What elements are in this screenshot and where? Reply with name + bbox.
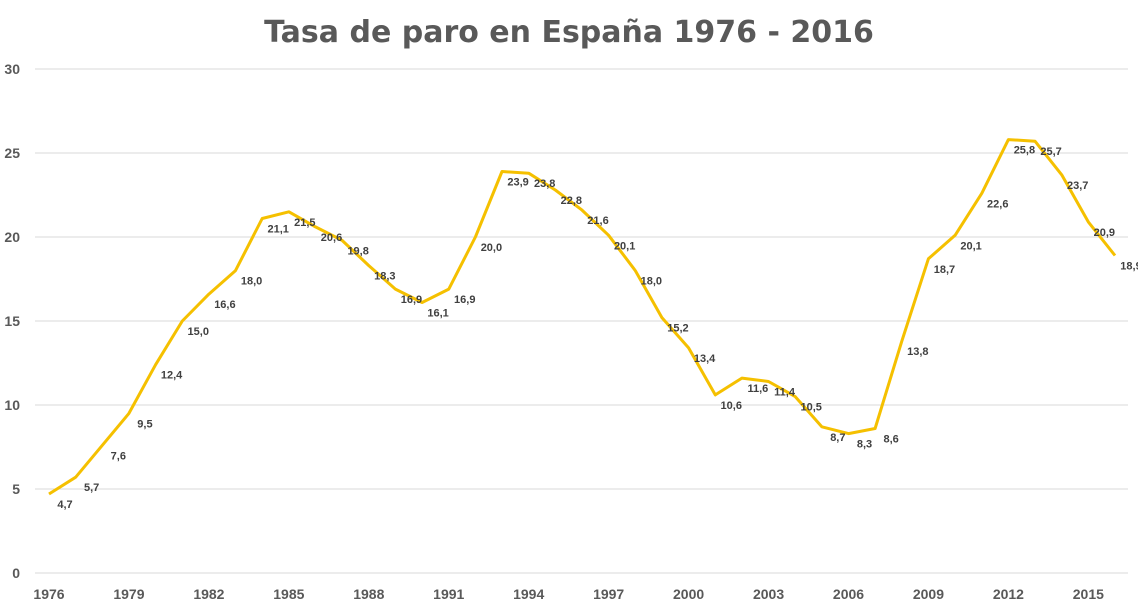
x-tick-label: 2012 — [993, 586, 1024, 602]
y-tick-label: 15 — [4, 313, 20, 329]
data-label: 7,6 — [111, 450, 126, 462]
y-tick-label: 0 — [12, 565, 20, 581]
x-tick-label: 2015 — [1073, 586, 1104, 602]
y-tick-label: 10 — [4, 397, 20, 413]
data-label: 22,6 — [987, 198, 1008, 210]
x-axis: 1976 1979 1982 1985 1988 1991 1994 1997 2000 2003… — [33, 586, 1104, 602]
x-tick-label: 1988 — [353, 586, 384, 602]
data-label: 21,1 — [267, 224, 288, 236]
data-label: 23,7 — [1067, 180, 1088, 192]
x-tick-label: 1994 — [513, 586, 544, 602]
x-tick-label: 1982 — [193, 586, 224, 602]
x-tick-label: 1991 — [433, 586, 464, 602]
data-label: 11,6 — [747, 383, 768, 395]
data-label: 8,7 — [830, 432, 845, 444]
y-tick-label: 20 — [4, 229, 20, 245]
data-label: 13,4 — [694, 353, 716, 365]
x-tick-label: 2003 — [753, 586, 784, 602]
x-tick-label: 1985 — [273, 586, 304, 602]
data-label: 10,5 — [800, 402, 821, 414]
y-axis: 0 5 10 15 20 25 30 — [4, 61, 20, 581]
data-label: 15,2 — [667, 323, 688, 335]
data-label: 11,4 — [774, 386, 796, 398]
gridlines — [35, 68, 1128, 574]
data-label: 5,7 — [84, 482, 99, 494]
data-label: 13,8 — [907, 346, 928, 358]
x-tick-label: 2006 — [833, 586, 864, 602]
data-label: 16,1 — [427, 308, 448, 320]
data-label: 15,0 — [188, 326, 209, 338]
data-label: 18,0 — [641, 276, 662, 288]
data-label: 16,9 — [454, 294, 475, 306]
data-label: 23,9 — [507, 176, 528, 188]
data-label: 8,6 — [884, 434, 899, 446]
data-label: 25,7 — [1040, 146, 1061, 158]
data-label: 19,8 — [347, 245, 368, 257]
data-label: 4,7 — [57, 499, 72, 511]
data-label: 16,6 — [214, 299, 235, 311]
x-tick-label: 1997 — [593, 586, 624, 602]
y-tick-label: 25 — [4, 145, 20, 161]
data-label: 20,6 — [321, 232, 342, 244]
data-label: 20,1 — [614, 240, 635, 252]
data-label: 10,6 — [721, 400, 742, 412]
data-labels: 4,7 5,7 7,6 9,5 12,4 15,0 16,6 18,0 21,1 21,5 20,6… — [48, 139, 1138, 511]
y-tick-label: 30 — [4, 61, 20, 77]
data-label: 9,5 — [137, 418, 152, 430]
data-label: 16,9 — [401, 294, 422, 306]
data-label: 21,6 — [587, 215, 608, 227]
data-label: 20,9 — [1094, 227, 1115, 239]
data-label: 18,0 — [241, 276, 262, 288]
data-label: 20,0 — [481, 242, 502, 254]
data-label: 18,3 — [374, 271, 395, 283]
data-label: 20,1 — [960, 240, 981, 252]
data-label: 21,5 — [294, 217, 315, 229]
series-line — [48, 138, 1117, 496]
x-tick-label: 2000 — [673, 586, 704, 602]
x-tick-label: 1976 — [33, 586, 64, 602]
data-label: 18,9 — [1120, 260, 1138, 272]
y-tick-label: 5 — [12, 481, 20, 497]
data-label: 8,3 — [857, 439, 872, 451]
chart-title: Tasa de paro en España 1976 - 2016 — [264, 15, 874, 50]
x-tick-label: 1979 — [113, 586, 144, 602]
x-tick-label: 2009 — [913, 586, 944, 602]
data-label: 22,8 — [561, 195, 582, 207]
data-label: 18,7 — [934, 264, 955, 276]
data-label: 12,4 — [161, 370, 183, 382]
data-label: 25,8 — [1014, 145, 1035, 157]
data-label: 23,8 — [534, 178, 555, 190]
